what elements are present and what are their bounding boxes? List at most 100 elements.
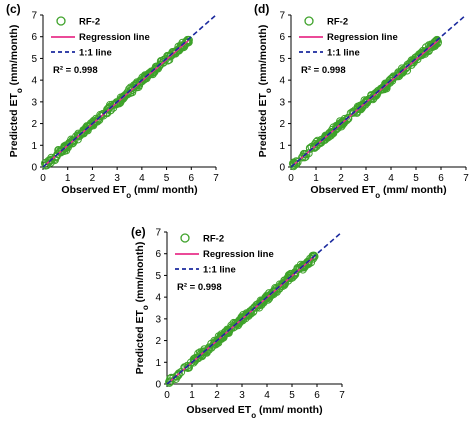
y-tick-label: 5	[155, 271, 161, 282]
x-axis-title-unit: (mm/ month)	[380, 184, 447, 196]
scatter-point	[431, 38, 440, 47]
x-tick-label: 1	[65, 173, 71, 184]
y-tick-label: 7	[279, 11, 285, 22]
scatter-point	[184, 35, 193, 45]
x-tick-label: 2	[214, 390, 220, 401]
x-tick-label: 0	[288, 173, 294, 184]
x-tick-label: 2	[90, 173, 96, 184]
x-tick-label: 3	[114, 173, 120, 184]
scatter-point	[220, 328, 229, 337]
x-tick-label: 0	[164, 390, 170, 401]
y-tick-label: 0	[155, 380, 161, 391]
y-tick-label: 2	[31, 119, 37, 130]
scatter-point	[116, 95, 126, 104]
x-tick-label: 7	[339, 390, 345, 401]
x-axis-title-main: Observed ET	[310, 184, 375, 196]
y-axis-title-main: Predicted ET	[8, 93, 20, 158]
one-to-one-line	[166, 231, 343, 385]
legend-label: Regression line	[79, 32, 150, 43]
scatter-point	[246, 307, 255, 316]
y-tick-label: 1	[279, 141, 285, 152]
one-to-one-line	[42, 14, 217, 168]
r-squared-annotation: R² = 0.998	[177, 282, 222, 293]
scatter-point	[256, 300, 265, 309]
legend: RF-2 Regression line 1:1 line	[175, 233, 274, 276]
scatter-point	[176, 368, 186, 377]
scatter-point	[223, 327, 233, 336]
scatter-point	[151, 62, 160, 71]
scatter-point	[403, 60, 412, 69]
x-axis-title: Observed ETo (mm/ month)	[310, 184, 446, 200]
x-axis-title: Observed ETo (mm/ month)	[186, 404, 322, 420]
scatter-point	[174, 369, 183, 378]
legend-marker-circle	[56, 16, 66, 26]
x-tick-label: 4	[388, 173, 394, 184]
panel-label: (e)	[131, 225, 146, 239]
y-tick-label: 2	[279, 119, 285, 130]
scatter-point	[73, 131, 83, 140]
y-tick-label: 0	[31, 163, 37, 174]
y-axis-title: Predicted ETo (mm/month)	[134, 242, 150, 375]
x-axis-title-subscript: o	[251, 411, 256, 420]
panel-label: (d)	[254, 2, 269, 16]
y-tick-label: 3	[155, 314, 161, 325]
scatter-point	[147, 67, 156, 76]
x-tick-label: 4	[264, 390, 270, 401]
scatter-point	[292, 157, 301, 166]
legend: RF-2 Regression line 1:1 line	[299, 16, 398, 59]
scatter-point	[82, 125, 92, 134]
scatter-point	[50, 154, 59, 163]
y-tick-label: 6	[155, 249, 161, 260]
x-tick-label: 2	[338, 173, 344, 184]
scatter-point	[280, 276, 289, 285]
scatter-point	[416, 49, 426, 58]
y-tick-label: 7	[31, 11, 37, 22]
scatter-point	[417, 51, 426, 60]
scatter-point	[91, 117, 100, 126]
legend-label: RF-2	[203, 234, 224, 245]
x-tick-label: 6	[314, 390, 320, 401]
scatter-point	[363, 95, 372, 105]
scatter-series-rf2	[288, 35, 442, 171]
scatter-point	[202, 346, 212, 356]
y-tick-label: 0	[279, 163, 285, 174]
y-tick-label: 3	[279, 97, 285, 108]
scatter-point	[379, 84, 388, 93]
legend-label: 1:1 line	[327, 48, 360, 59]
x-tick-label: 3	[363, 173, 369, 184]
scatter-point	[313, 140, 322, 149]
r-squared-annotation: R² = 0.998	[53, 65, 98, 76]
x-tick-label: 6	[438, 173, 444, 184]
scatter-point	[103, 105, 112, 114]
scatter-point	[199, 347, 208, 356]
scatter-point	[293, 158, 302, 167]
panel-e: (e) 0 1 2 3 4 5 6 7 0 1 2 3 4 5 6 7 RF-2 Regression line 1:…	[131, 225, 345, 420]
scatter-point	[310, 251, 319, 260]
scatter-point	[312, 142, 321, 151]
scatter-point	[372, 88, 381, 97]
x-tick-label: 5	[164, 173, 170, 184]
scatter-point	[47, 155, 56, 164]
y-tick-label: 5	[31, 54, 37, 65]
scatter-point	[304, 149, 313, 158]
scatter-point	[235, 316, 244, 325]
scatter-point	[194, 354, 203, 363]
panel-label: (c)	[6, 2, 21, 16]
y-tick-label: 2	[155, 336, 161, 347]
scatter-point	[392, 72, 401, 81]
y-axis-title-unit: (mm/month)	[257, 25, 269, 89]
scatter-point	[88, 118, 97, 127]
y-axis-title-unit: (mm/month)	[8, 25, 20, 89]
y-tick-label: 1	[31, 141, 37, 152]
scatter-point	[252, 300, 261, 310]
y-axis-title-unit: (mm/month)	[134, 242, 146, 306]
scatter-point	[314, 139, 323, 148]
legend-marker-circle	[304, 16, 314, 26]
x-tick-label: 4	[139, 173, 145, 184]
y-axis-title-main: Predicted ET	[257, 93, 269, 158]
scatter-point	[383, 80, 392, 89]
scatter-point	[209, 339, 219, 348]
scatter-point	[186, 358, 196, 367]
scatter-point	[385, 76, 394, 85]
